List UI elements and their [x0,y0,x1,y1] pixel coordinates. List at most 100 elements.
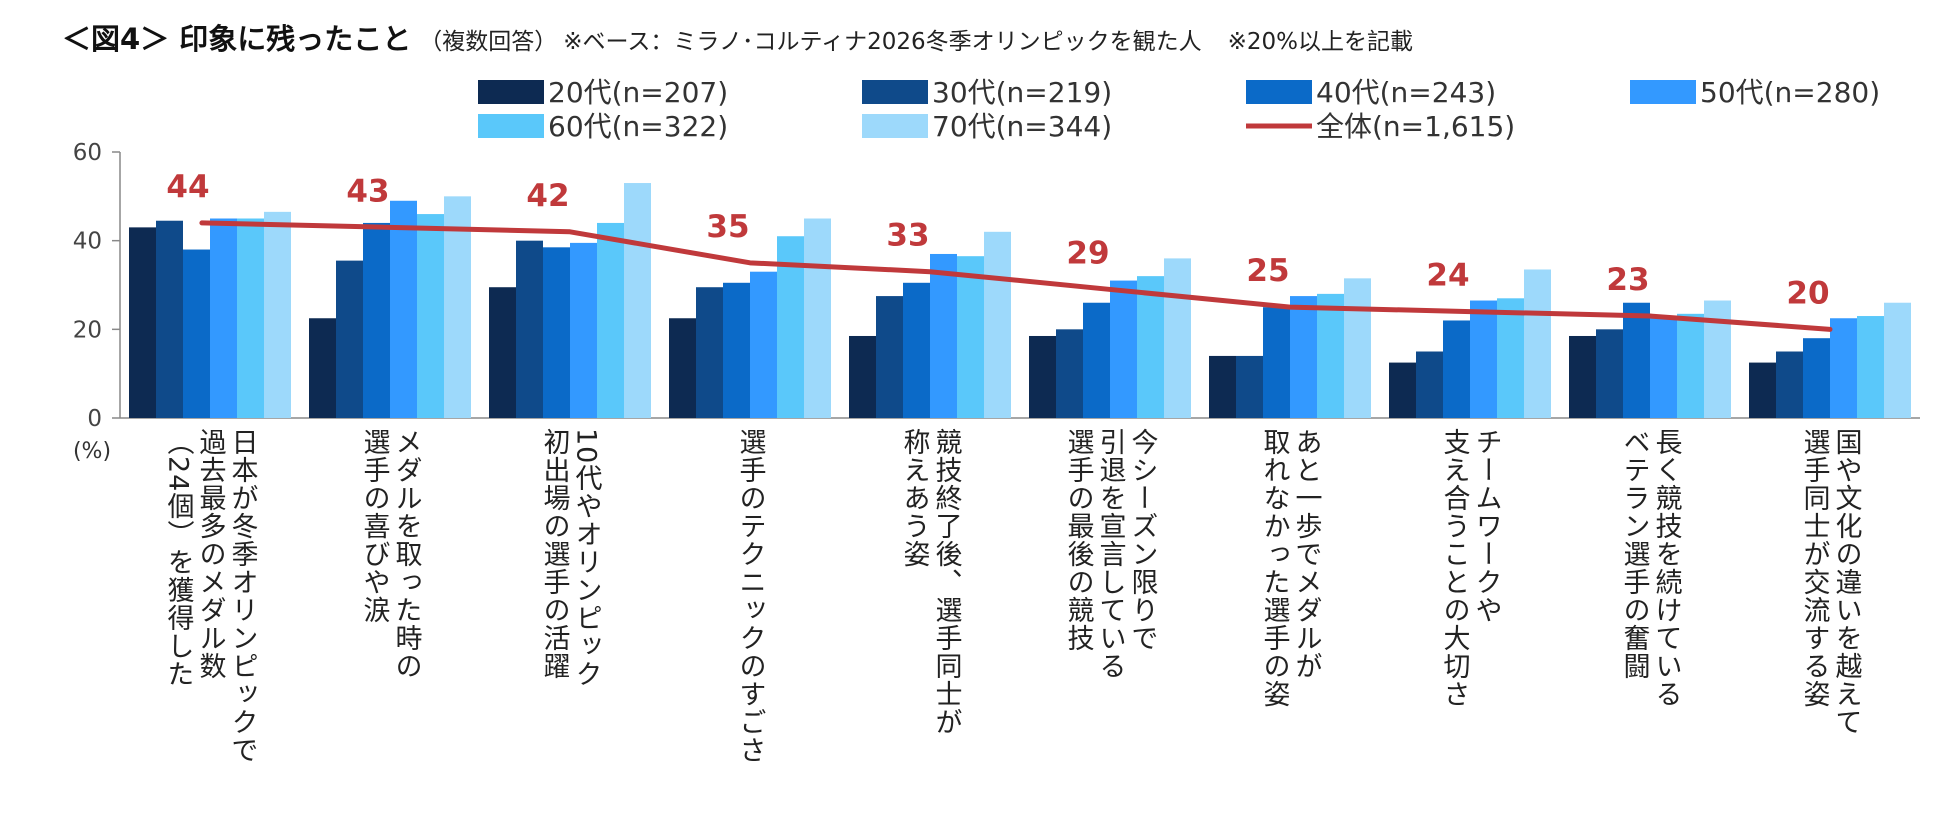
legend-label: 30代(n=219) [932,76,1112,109]
total-data-label: 24 [1426,258,1469,294]
total-data-label: 25 [1246,253,1289,289]
bar [1569,335,1596,418]
bar [1164,258,1191,418]
bar [543,247,570,418]
bar [876,296,903,418]
threshold-note: ※20%以上を記載 [1227,29,1414,55]
bar [696,287,723,418]
bar [1497,298,1524,418]
legend-swatch [862,114,928,138]
bar [1110,280,1137,418]
total-series-line [199,220,1833,332]
category-label: あと一歩でメダルが [1291,428,1322,680]
category-label: 国や文化の違いを越えて [1831,428,1863,736]
bar [210,218,237,418]
bar [930,253,957,418]
category-label: 初出場の選手の活躍 [539,428,571,680]
total-data-label: 23 [1606,262,1649,298]
legend-label: 60代(n=322) [548,110,728,143]
chart-subtitle: （複数回答） [419,29,558,55]
bar [1470,300,1497,418]
bar [750,271,777,418]
bar [1677,313,1704,418]
bar [984,231,1011,418]
bar [1596,329,1623,418]
legend-swatch [1246,80,1312,104]
legend-swatch [1630,80,1696,104]
category-label: 選手の喜びや涙 [359,428,390,624]
total-data-label: 20 [1786,275,1829,311]
category-label: メダルを取った時の [391,428,422,680]
bar [624,183,651,418]
bar [156,220,183,418]
y-tick-label: 40 [73,229,102,255]
category-label: 選手同士が交流する姿 [1799,428,1830,708]
y-tick-label: 20 [73,317,102,343]
bar [516,240,543,418]
category-label: 選手のテクニックのすごさ [735,428,766,764]
chart-header: ＜図4＞ 印象に残ったこと （複数回答） ※ベース：ミラノ･コルティナ2026冬季オ… [62,16,1413,58]
y-tick-label: 0 [87,406,102,432]
bar [264,211,291,418]
category-label: 支え合うことの大切さ [1439,428,1471,708]
bar [1749,362,1776,418]
bar [183,249,210,418]
chart-title: ＜図4＞ 印象に残ったこと [62,22,412,56]
bar [570,242,597,418]
bar [1236,355,1263,418]
bar [1056,329,1083,418]
bar [1209,355,1236,418]
bar [597,222,624,418]
category-label: 選手の最後の競技 [1063,428,1095,652]
bar [1029,335,1056,418]
category-label: 取れなかった選手の姿 [1259,428,1290,708]
legend-label: 40代(n=243) [1316,76,1496,109]
legend-swatch [478,114,544,138]
total-data-label: 35 [706,209,749,245]
total-data-label: 44 [166,169,209,205]
total-data-label: 42 [526,178,569,214]
y-tick-label: 60 [73,140,102,166]
category-label: 過去最多のメダル数 [195,428,227,680]
bar [1857,316,1884,418]
total-data-label: 43 [346,173,389,209]
category-label: ベテラン選手の奮闘 [1619,428,1650,680]
bar [849,335,876,418]
base-note: ※ベース：ミラノ･コルティナ2026冬季オリンピックを観た人 [563,29,1202,55]
category-label: 10代やオリンピック [571,428,603,688]
bar [1344,278,1371,418]
bar [1263,307,1290,418]
bar [444,196,471,418]
bar [723,282,750,418]
total-data-label: 33 [886,218,929,254]
category-label: 引退を宣言している [1095,428,1126,680]
bar [1623,302,1650,418]
category-label: 競技終了後、選手同士が [931,428,963,736]
bar [309,318,336,418]
category-label: 日本が冬季オリンピックで [227,428,259,764]
bar [237,218,264,418]
legend-swatch [478,80,544,104]
bar [957,256,984,418]
total-data-label: 29 [1066,235,1109,271]
category-label: 称えあう姿 [899,428,931,568]
y-axis-unit: (%) [73,439,111,464]
bar [1443,320,1470,418]
bar [1776,351,1803,418]
bar [903,282,930,418]
bar [1884,302,1911,418]
bar [390,200,417,418]
bar [417,214,444,418]
bar [1389,362,1416,418]
bar [336,260,363,418]
category-label: （24個）を獲得した [163,428,195,688]
bar [1803,338,1830,418]
bar [129,227,156,418]
category-label: 長く競技を続けている [1651,428,1683,708]
category-label: チームワークや [1471,428,1502,624]
bar [489,287,516,418]
bar [1083,302,1110,418]
bar [1317,293,1344,418]
bar [1650,316,1677,418]
